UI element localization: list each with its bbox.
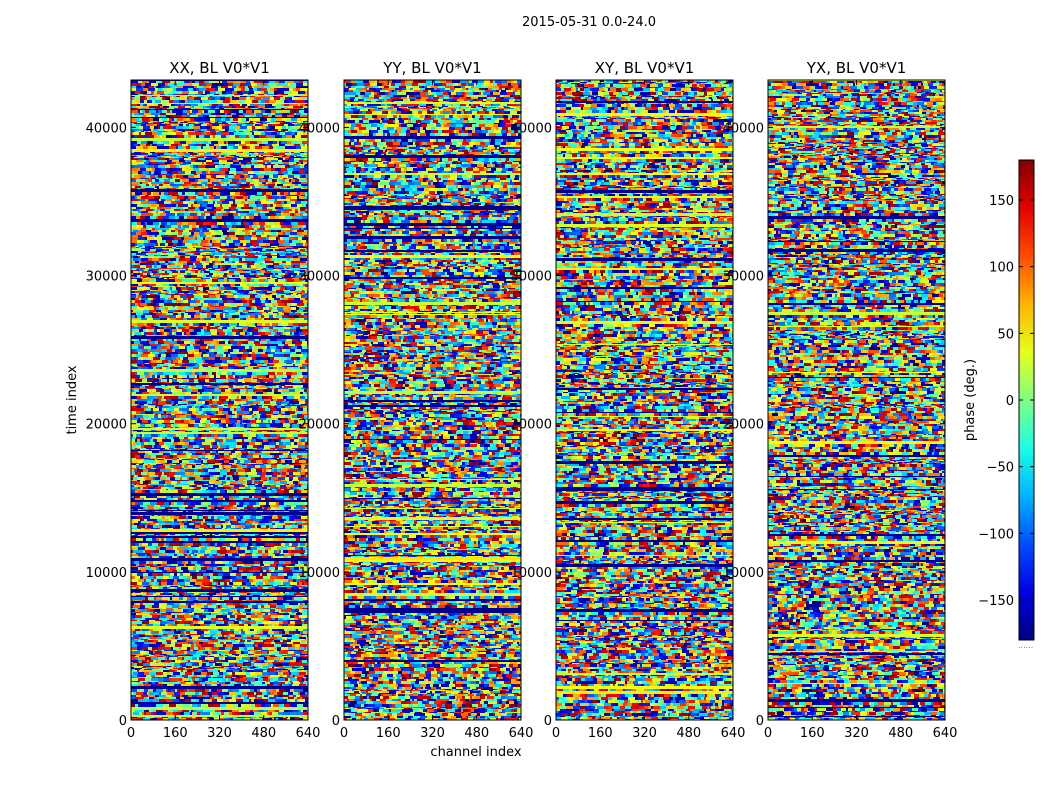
- x-tick-label: 160: [800, 726, 825, 741]
- y-tick-label: 10000: [723, 566, 764, 581]
- x-tick-label: 0: [764, 726, 772, 741]
- x-tick-label: 640: [296, 726, 321, 741]
- y-tick-label: 40000: [299, 121, 340, 136]
- figure-suptitle: 2015-05-31 0.0-24.0: [522, 15, 656, 30]
- x-tick-label: 320: [207, 726, 232, 741]
- x-tick-label: 640: [721, 726, 746, 741]
- x-tick-label: 320: [844, 726, 869, 741]
- x-tick-label: 160: [163, 726, 188, 741]
- x-tick-label: 320: [632, 726, 657, 741]
- panel-4: YX, BL V0*V1 0 160 320 480 640 0 10000 20000 3000…: [723, 59, 958, 741]
- y-tick-label: 40000: [723, 121, 764, 136]
- y-tick-label: 20000: [723, 418, 764, 433]
- x-tick-label: 480: [888, 726, 913, 741]
- colorbar-tick-label: −50: [987, 461, 1014, 476]
- x-tick-label: 480: [676, 726, 701, 741]
- phase-heatmap: [131, 80, 308, 720]
- x-tick-label: 640: [509, 726, 534, 741]
- colorbar-tick-label: 150: [989, 194, 1014, 209]
- x-tick-label: 160: [376, 726, 401, 741]
- y-tick-label: 30000: [723, 270, 764, 285]
- panels-group: XX, BL V0*V1 0 160 320 480 640 0 10000 20000 3000…: [86, 59, 958, 741]
- panel-title: YY, BL V0*V1: [382, 59, 481, 77]
- y-tick-label: 10000: [299, 566, 340, 581]
- x-tick-label: 640: [933, 726, 958, 741]
- colorbar-extra-label: ......: [1018, 641, 1033, 650]
- y-tick-label: 40000: [511, 121, 552, 136]
- x-tick-label: 0: [127, 726, 135, 741]
- y-tick-label: 30000: [299, 270, 340, 285]
- y-axis-label: time index: [65, 365, 80, 434]
- x-tick-label: 320: [420, 726, 445, 741]
- colorbar-tick-label: 50: [997, 327, 1014, 342]
- y-tick-label: 20000: [299, 418, 340, 433]
- y-tick-label: 40000: [86, 121, 127, 136]
- y-tick-label: 20000: [511, 418, 552, 433]
- y-tick-label: 0: [119, 714, 127, 729]
- x-tick-label: 0: [340, 726, 348, 741]
- panel-2: YY, BL V0*V1 0 160 320 480 640 0 10000 20000 3000…: [299, 59, 534, 741]
- y-tick-label: 0: [544, 714, 552, 729]
- x-tick-label: 160: [588, 726, 613, 741]
- y-tick-label: 30000: [511, 270, 552, 285]
- phase-heatmap: [344, 80, 521, 720]
- colorbar: −150 −100 −50 0 50 100 150: [978, 159, 1035, 641]
- x-axis-label: channel index: [430, 745, 521, 760]
- panel-title: XX, BL V0*V1: [169, 59, 270, 77]
- y-tick-label: 0: [756, 714, 764, 729]
- x-tick-label: 480: [464, 726, 489, 741]
- panel-title: XY, BL V0*V1: [595, 59, 695, 77]
- panel-title: YX, BL V0*V1: [806, 59, 907, 77]
- y-tick-label: 20000: [86, 418, 127, 433]
- x-tick-label: 480: [251, 726, 276, 741]
- panel-1: XX, BL V0*V1 0 160 320 480 640 0 10000 20000 3000…: [86, 59, 321, 741]
- y-tick-label: 10000: [511, 566, 552, 581]
- colorbar-tick-label: −150: [978, 594, 1014, 609]
- x-tick-label: 0: [552, 726, 560, 741]
- y-tick-label: 0: [332, 714, 340, 729]
- phase-heatmap: [768, 80, 945, 720]
- colorbar-tick-label: 100: [989, 261, 1014, 276]
- panel-3: XY, BL V0*V1 0 160 320 480 640 0 10000 20000 3000…: [511, 59, 746, 741]
- colorbar-label: phase (deg.): [963, 359, 978, 441]
- y-tick-label: 30000: [86, 270, 127, 285]
- phase-heatmap: [556, 80, 733, 720]
- colorbar-tick-label: 0: [1006, 394, 1014, 409]
- y-tick-label: 10000: [86, 566, 127, 581]
- colorbar-tick-label: −100: [978, 527, 1014, 542]
